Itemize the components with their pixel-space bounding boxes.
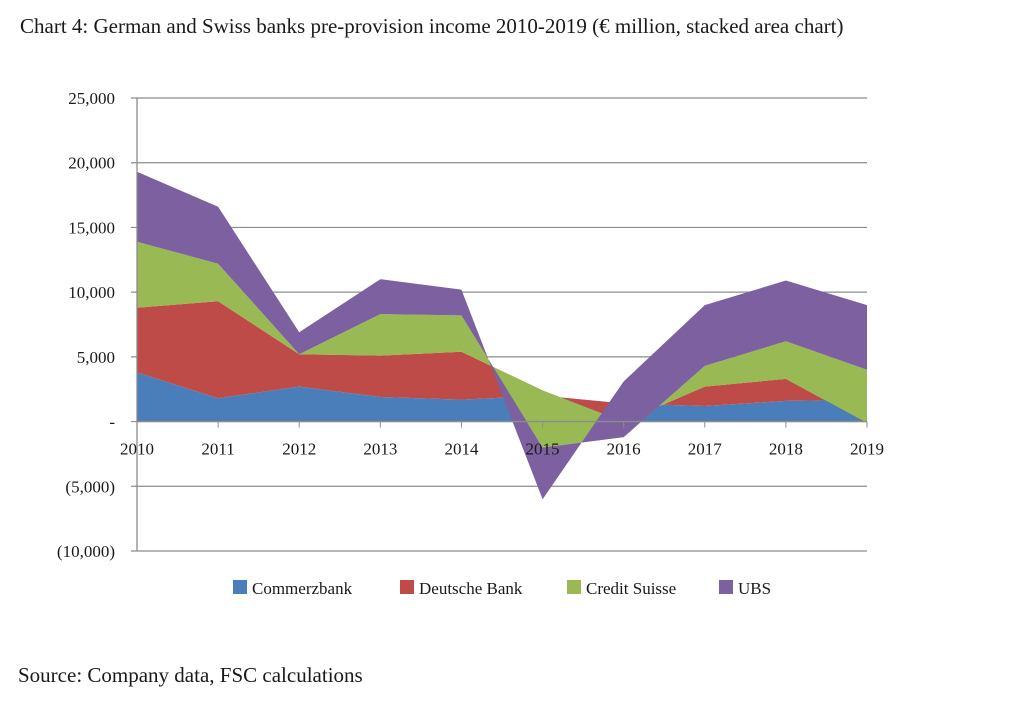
legend-item: Credit Suisse (567, 579, 676, 598)
source-note: Source: Company data, FSC calculations (18, 663, 363, 687)
x-tick-label: 2011 (201, 440, 234, 459)
legend: Commerzbank Deutsche Bank Credit Suisse UBS (233, 579, 771, 598)
x-tick-label: 2010 (120, 440, 154, 459)
y-tick-label: - (109, 413, 115, 432)
y-tick-label: 5,000 (77, 348, 115, 367)
area-credit-suisse (137, 241, 867, 448)
legend-item: Deutsche Bank (400, 579, 523, 598)
x-tick-label: 2013 (363, 440, 397, 459)
area-series (137, 171, 867, 500)
legend-swatch (400, 580, 414, 594)
x-tick-label: 2012 (282, 440, 316, 459)
legend-swatch (233, 580, 247, 594)
x-tick-label: 2018 (769, 440, 803, 459)
x-tick-label: 2017 (688, 440, 723, 459)
legend-label: Commerzbank (252, 579, 353, 598)
y-tick-label: 25,000 (68, 89, 115, 108)
legend-item: UBS (719, 579, 771, 598)
legend-label: Credit Suisse (586, 579, 676, 598)
area-deutsche-bank (137, 301, 867, 423)
y-tick-label: (5,000) (65, 477, 115, 496)
chart-title: Chart 4: German and Swiss banks pre-prov… (20, 14, 844, 38)
y-tick-label: (10,000) (57, 542, 115, 561)
legend-item: Commerzbank (233, 579, 353, 598)
x-tick-label: 2019 (850, 440, 884, 459)
legend-swatch (567, 580, 581, 594)
x-tick-label: 2015 (526, 440, 560, 459)
axes: 25,000 20,000 15,000 10,000 5,000 - (5,000) (10… (57, 89, 884, 561)
legend-label: Deutsche Bank (419, 579, 523, 598)
area-commerzbank (137, 372, 867, 422)
y-tick-label: 20,000 (68, 154, 115, 173)
y-tick-label: 15,000 (68, 218, 115, 237)
legend-swatch (719, 580, 733, 594)
area-ubs (137, 171, 867, 500)
x-tick-label: 2016 (607, 440, 641, 459)
y-tick-label: 10,000 (68, 283, 115, 302)
x-tick-label: 2014 (444, 440, 479, 459)
legend-label: UBS (738, 579, 771, 598)
